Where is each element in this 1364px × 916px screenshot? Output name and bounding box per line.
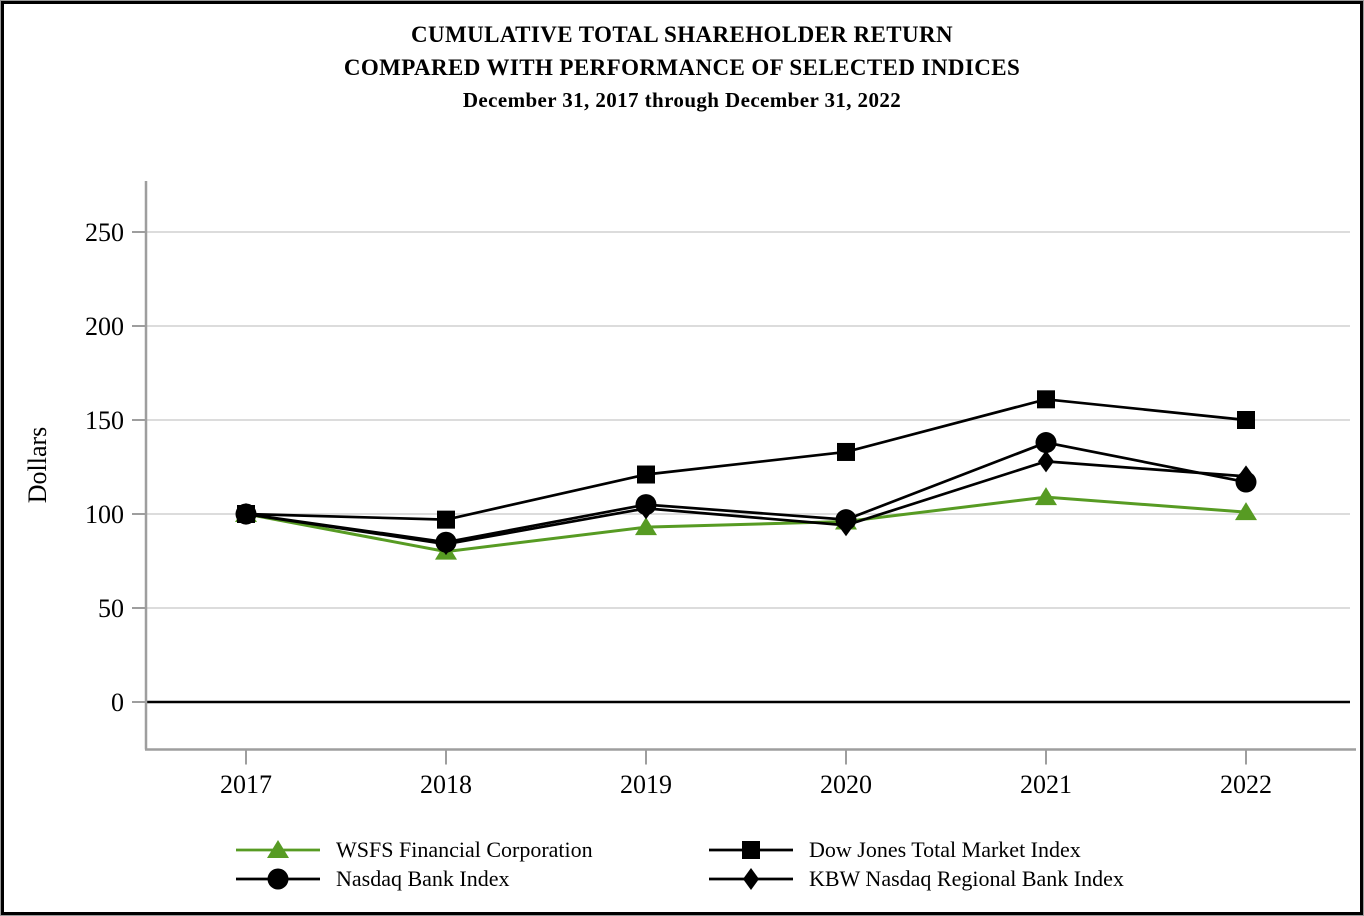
y-tick-label: 50 bbox=[98, 594, 124, 623]
chart-title-block: CUMULATIVE TOTAL SHAREHOLDER RETURN COMP… bbox=[4, 18, 1360, 117]
square-marker bbox=[237, 505, 255, 523]
y-tick-label: 100 bbox=[85, 500, 124, 529]
triangle-marker bbox=[1035, 487, 1057, 506]
circle-marker bbox=[635, 494, 657, 516]
series-line-square bbox=[245, 397, 1247, 521]
line-chart: 0 50 100 150 200 250 2017 2018 2019 2020 2021 2022 D… bbox=[23, 181, 1356, 799]
square-marker bbox=[1037, 390, 1055, 409]
y-tick-label: 200 bbox=[85, 312, 124, 341]
y-tick-label: 150 bbox=[85, 406, 124, 435]
chart-title-line-3: December 31, 2017 through December 31, 2… bbox=[462, 88, 902, 112]
y-tick-label: 0 bbox=[111, 688, 124, 717]
x-tick-label: 2022 bbox=[1220, 770, 1272, 799]
series-line-circle bbox=[245, 441, 1247, 544]
circle-marker bbox=[1035, 432, 1057, 454]
x-tick-label: 2018 bbox=[420, 770, 472, 799]
triangle-marker bbox=[1235, 502, 1257, 521]
circle-marker bbox=[1235, 471, 1257, 493]
y-axis-title: Dollars bbox=[23, 427, 52, 504]
square-marker bbox=[837, 442, 855, 461]
square-marker bbox=[637, 465, 655, 484]
circle-marker bbox=[835, 509, 857, 531]
x-tick-label: 2019 bbox=[620, 770, 672, 799]
chart-title-line-2: COMPARED WITH PERFORMANCE OF SELECTED IN… bbox=[343, 55, 1021, 80]
circle-marker bbox=[435, 531, 457, 553]
series-line-triangle bbox=[245, 495, 1247, 554]
triangle-marker bbox=[635, 517, 657, 536]
chart-title-line-1: CUMULATIVE TOTAL SHAREHOLDER RETURN bbox=[410, 22, 954, 47]
x-tick-label: 2021 bbox=[1020, 770, 1072, 799]
square-marker bbox=[437, 510, 455, 529]
y-tick-label: 250 bbox=[85, 218, 124, 247]
x-tick-label: 2017 bbox=[220, 770, 272, 799]
square-marker bbox=[1237, 411, 1255, 429]
series-line-diamond bbox=[245, 459, 1247, 546]
diamond-marker bbox=[1038, 450, 1054, 473]
x-tick-label: 2020 bbox=[820, 770, 872, 799]
